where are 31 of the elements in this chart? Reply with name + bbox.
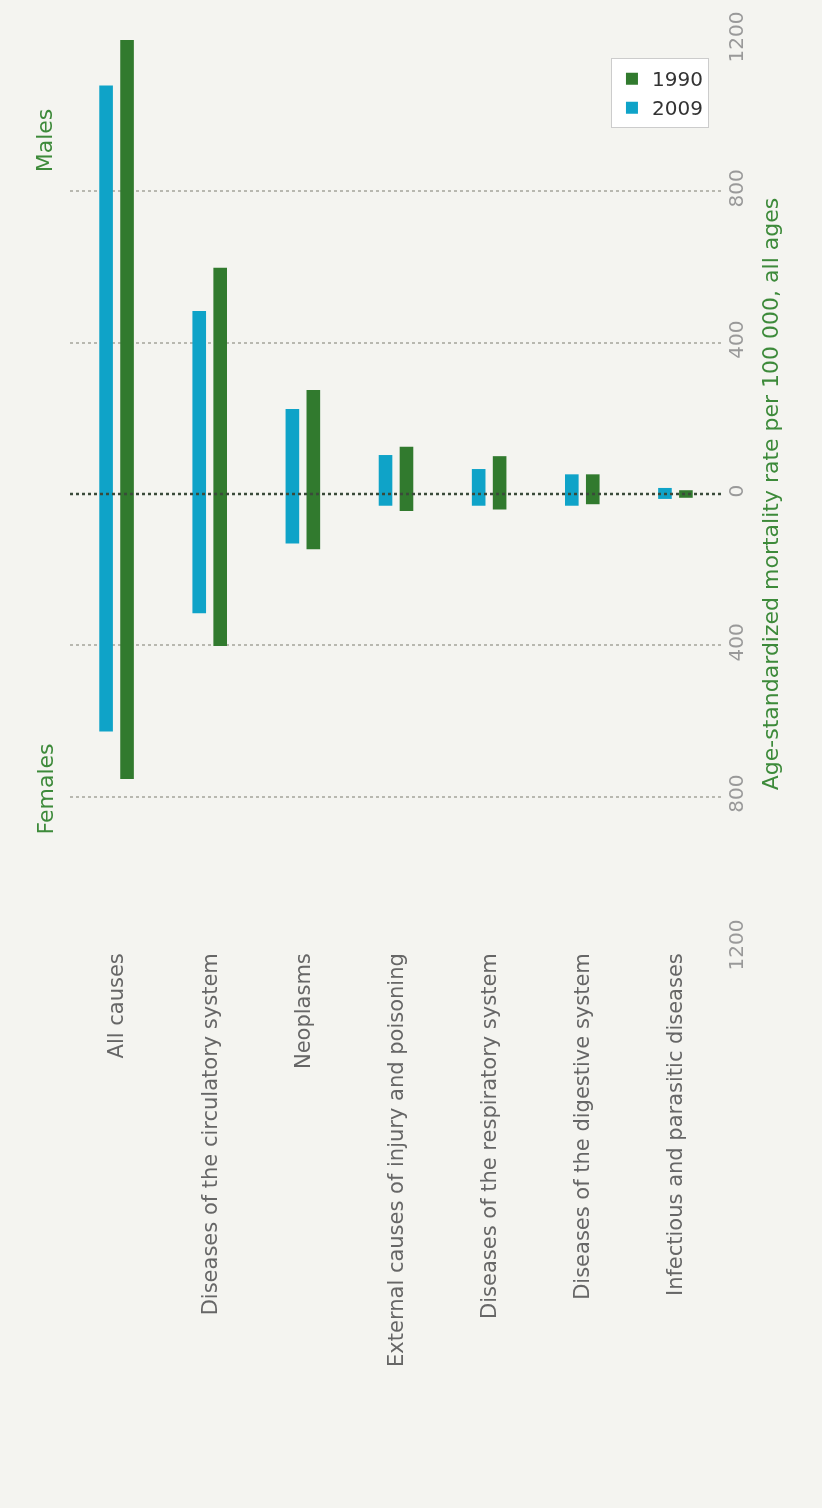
x-tick-label: Infectious and parasitic diseases xyxy=(663,953,688,1297)
x-tick-label: Neoplasms xyxy=(290,953,315,1070)
y-tick-label: 400 xyxy=(724,320,748,359)
x-tick-label: External causes of injury and poisoning xyxy=(383,953,408,1367)
bar xyxy=(120,40,134,779)
y-tick-label: 800 xyxy=(724,169,748,208)
y-tick-label: 1200 xyxy=(724,11,748,63)
y-tick-label: 1200 xyxy=(724,919,748,971)
x-tick-label: All causes xyxy=(104,953,129,1059)
bar xyxy=(471,469,486,506)
legend-label: 1990 xyxy=(651,67,703,92)
bar xyxy=(399,446,414,512)
x-tick-label: Diseases of the digestive system xyxy=(570,953,595,1300)
y-tick-label: 0 xyxy=(724,484,748,498)
bar xyxy=(192,310,207,614)
bar xyxy=(585,474,600,505)
legend-label: 2009 xyxy=(651,96,703,121)
bar xyxy=(378,455,393,506)
text: Males xyxy=(32,108,58,173)
bar xyxy=(492,456,507,510)
y-tick-label: 800 xyxy=(724,774,748,813)
x-tick-label: Diseases of the circulatory system xyxy=(197,953,222,1316)
bar xyxy=(213,267,227,647)
bar xyxy=(306,389,321,550)
text: Females xyxy=(33,743,59,835)
y-axis-title: Age-standardized mortality rate per 100 000, all ages xyxy=(757,197,783,791)
bar xyxy=(99,85,113,732)
bar xyxy=(285,408,300,544)
y-tick-label: 400 xyxy=(724,623,748,662)
bar xyxy=(565,474,579,506)
x-tick-label: Diseases of the respiratory system xyxy=(476,953,501,1319)
